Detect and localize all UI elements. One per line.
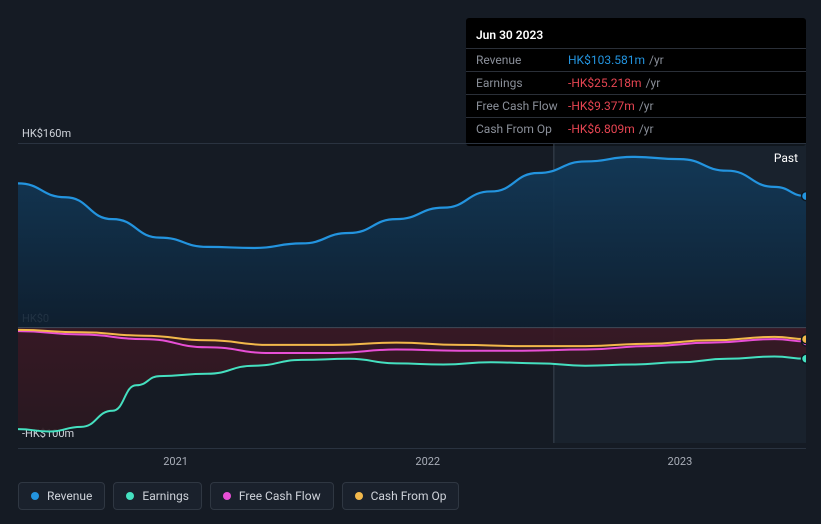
tooltip-value: -HK$25.218m: [568, 76, 642, 90]
tooltip-panel: Jun 30 2023 Revenue HK$103.581m /yr Earn…: [466, 18, 806, 146]
legend-item-earnings[interactable]: Earnings: [113, 482, 202, 510]
legend-dot-icon: [223, 492, 231, 500]
x-tick-label: 2022: [415, 455, 440, 468]
tooltip-value: -HK$9.377m: [568, 99, 635, 113]
chart-svg: [18, 143, 806, 443]
x-axis: 2021 2022 2023: [18, 448, 806, 468]
legend-dot-icon: [355, 492, 363, 500]
past-label: Past: [774, 151, 798, 165]
legend-label: Free Cash Flow: [239, 489, 321, 503]
chart-plot[interactable]: Past: [18, 143, 806, 443]
tooltip-row: Revenue HK$103.581m /yr: [466, 48, 806, 71]
legend-item-cfo[interactable]: Cash From Op: [342, 482, 460, 510]
tooltip-unit: /yr: [639, 99, 654, 113]
legend-label: Cash From Op: [371, 489, 447, 503]
x-tick-label: 2021: [163, 455, 188, 468]
tooltip-unit: /yr: [639, 122, 654, 136]
tooltip-label: Free Cash Flow: [476, 99, 568, 113]
tooltip-unit: /yr: [649, 53, 664, 67]
tooltip-date: Jun 30 2023: [466, 24, 806, 48]
legend: Revenue Earnings Free Cash Flow Cash Fro…: [18, 482, 459, 510]
y-tick-label: HK$160m: [22, 127, 71, 140]
legend-item-fcf[interactable]: Free Cash Flow: [210, 482, 334, 510]
tooltip-row: Cash From Op -HK$6.809m /yr: [466, 117, 806, 140]
legend-label: Earnings: [142, 489, 189, 503]
tooltip-value: -HK$6.809m: [568, 122, 635, 136]
legend-item-revenue[interactable]: Revenue: [18, 482, 105, 510]
x-tick-label: 2023: [668, 455, 693, 468]
tooltip-label: Cash From Op: [476, 122, 568, 136]
tooltip-unit: /yr: [646, 76, 661, 90]
legend-label: Revenue: [47, 489, 92, 503]
tooltip-label: Revenue: [476, 53, 568, 67]
legend-dot-icon: [126, 492, 134, 500]
tooltip-row: Free Cash Flow -HK$9.377m /yr: [466, 94, 806, 117]
tooltip-value: HK$103.581m: [568, 53, 645, 67]
tooltip-row: Earnings -HK$25.218m /yr: [466, 71, 806, 94]
tooltip-label: Earnings: [476, 76, 568, 90]
legend-dot-icon: [31, 492, 39, 500]
